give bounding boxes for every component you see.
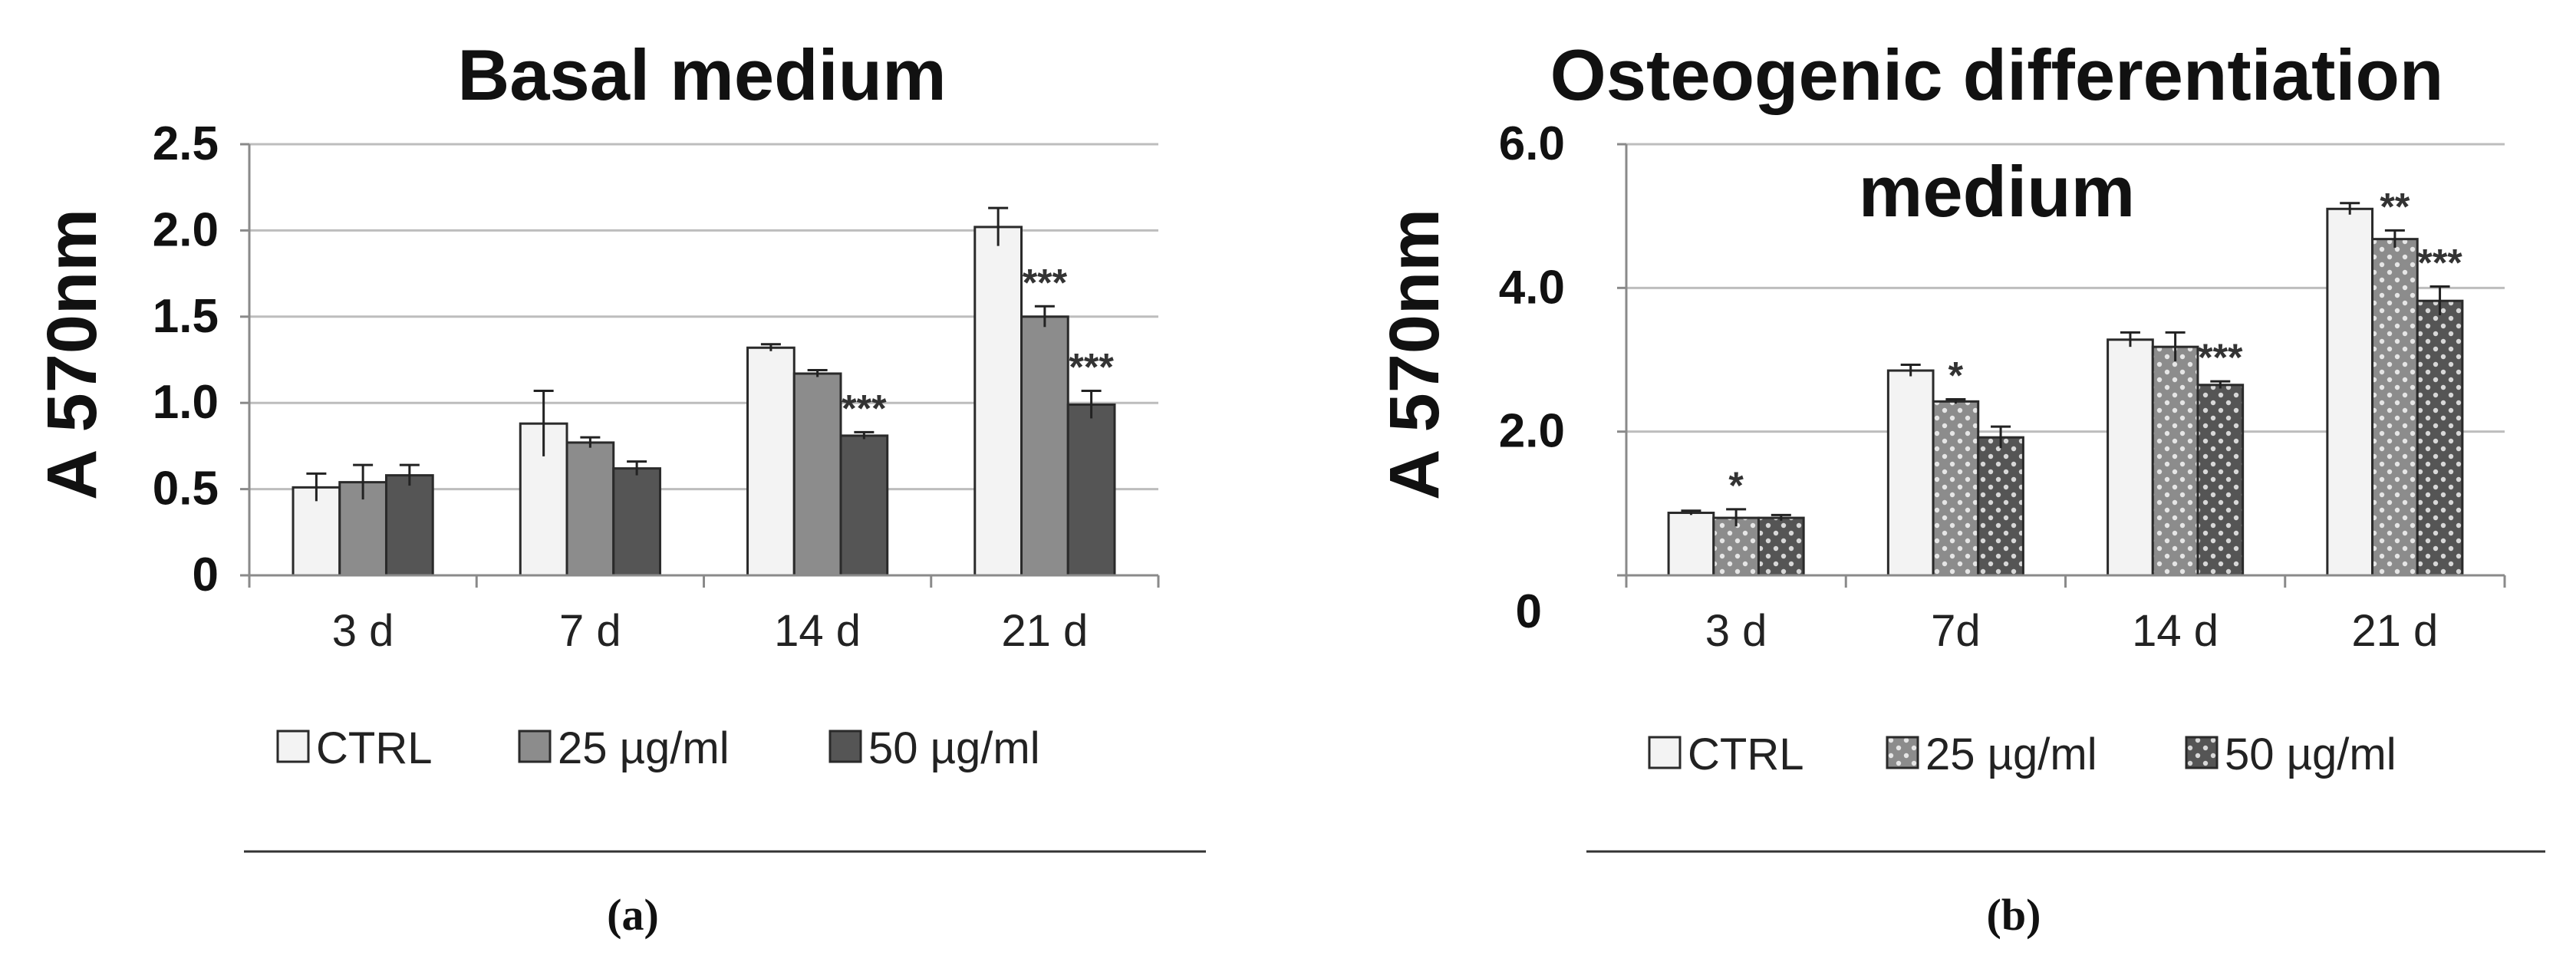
chart-b-x-tick-label: 3 d xyxy=(1705,606,1767,656)
chart-a-bar-2-2 xyxy=(565,441,615,577)
chart-a-y-tick-label: 1.5 xyxy=(153,290,219,343)
chart-a-y-tick-label: 1.0 xyxy=(153,376,219,429)
panel-a: Basal medium A 570nm 0 0.5 1.0 1.5 2.0 2.5 3 d… xyxy=(33,35,1206,940)
chart-a-legend-label-3: 50 µg/ml xyxy=(868,723,1040,773)
chart-a-title: Basal medium xyxy=(457,35,946,115)
chart-a-bar-2-4 xyxy=(1020,315,1069,577)
chart-a-bars xyxy=(292,206,1116,577)
chart-b-bar-3-2 xyxy=(1977,436,2024,577)
panel-b: Osteogenic differentiation medium A 570n… xyxy=(1375,35,2545,940)
chart-b-bar-2-2 xyxy=(1932,400,1980,577)
chart-b-bar-1-4 xyxy=(2326,207,2374,577)
chart-b-bar-2-3 xyxy=(2151,345,2199,577)
chart-a-legend-swatch-1 xyxy=(276,730,310,763)
chart-a-y-tick-label: 0 xyxy=(193,548,219,601)
chart-b-legend-label-2: 25 µg/ml xyxy=(1925,730,2097,779)
chart-b-bar-3-1 xyxy=(1757,516,1805,577)
chart-b-legend-swatch-1 xyxy=(1648,736,1682,769)
chart-b-x-tick-label: 14 d xyxy=(2132,606,2219,656)
chart-a-y-tick-label: 2.5 xyxy=(153,117,219,170)
chart-b-axes xyxy=(1617,143,2506,588)
chart-b-significance-label: ** xyxy=(2380,185,2410,228)
chart-b-x-tick-label: 21 d xyxy=(2351,606,2438,656)
chart-a-caption: (a) xyxy=(607,890,659,940)
chart-a-legend-swatch-3 xyxy=(828,730,862,763)
chart-a-legend-label-1: CTRL xyxy=(316,723,432,773)
chart-b-bar-1-1 xyxy=(1667,512,1715,577)
chart-a-bar-1-3 xyxy=(746,346,796,577)
chart-b-labels: 2.04.06.00 3 d 7d 14 d 21 d********** xyxy=(1499,117,2462,656)
chart-a-legend-label-2: 25 µg/ml xyxy=(558,723,730,773)
chart-a-bar-2-3 xyxy=(792,372,842,577)
chart-a-legend-swatch-2 xyxy=(518,730,552,763)
chart-a-axes xyxy=(240,143,1160,588)
chart-a-bar-3-2 xyxy=(612,467,661,577)
chart-a-bar-3-4 xyxy=(1066,403,1116,577)
chart-b-significance-label: * xyxy=(1728,464,1744,507)
chart-b-significance-label: *** xyxy=(2198,336,2243,379)
chart-b-y-tick-label: 6.0 xyxy=(1499,117,1565,170)
chart-b-caption: (b) xyxy=(1987,890,2041,940)
chart-b-legend-swatch-3 xyxy=(2185,736,2219,769)
chart-b-y-tick-label: 2.0 xyxy=(1499,405,1565,458)
chart-a-bar-1-4 xyxy=(973,226,1023,577)
chart-b-bar-3-4 xyxy=(2416,299,2464,577)
chart-a-significance-label: *** xyxy=(1069,345,1114,388)
chart-a-x-tick-label: 14 d xyxy=(774,606,861,656)
chart-a-y-tick-label: 2.0 xyxy=(153,203,219,256)
chart-b-significance-label: * xyxy=(1948,354,1964,397)
chart-b-y-axis-title: A 570nm xyxy=(1375,209,1454,500)
chart-a-bar-3-3 xyxy=(839,434,889,577)
chart-b-significance-label: *** xyxy=(2417,241,2462,284)
chart-b-bars xyxy=(1667,202,2464,577)
chart-b-title-line-2: medium xyxy=(1859,151,2135,232)
chart-a-y-axis-title: A 570nm xyxy=(33,209,111,500)
chart-b-bar-1-2 xyxy=(1886,369,1935,577)
chart-b-x-tick-label: 7d xyxy=(1931,606,1981,656)
chart-a-bar-3-1 xyxy=(384,474,434,577)
chart-a-significance-label: *** xyxy=(842,387,887,430)
chart-b-legend-label-1: CTRL xyxy=(1688,730,1804,779)
chart-b-legend-label-3: 50 µg/ml xyxy=(2225,730,2396,779)
chart-b-y-tick-label: 4.0 xyxy=(1499,261,1565,314)
chart-a-x-tick-label: 21 d xyxy=(1001,606,1088,656)
chart-a-legend: CTRL 25 µg/ml 50 µg/ml xyxy=(276,723,1040,773)
chart-b-bar-1-3 xyxy=(2107,338,2154,577)
chart-b-y-tick-label-zero: 0 xyxy=(1516,585,1542,638)
chart-a-y-tick-label: 0.5 xyxy=(153,463,219,515)
chart-b-bar-3-3 xyxy=(2196,384,2245,577)
chart-b-legend-swatch-2 xyxy=(1886,736,1919,769)
chart-b-bar-2-4 xyxy=(2371,238,2419,577)
chart-b-legend: CTRL 25 µg/ml 50 µg/ml xyxy=(1648,730,2396,779)
chart-a-x-tick-label: 7 d xyxy=(559,606,621,656)
chart-a-significance-label: *** xyxy=(1023,261,1068,304)
chart-a-x-tick-label: 3 d xyxy=(332,606,394,656)
chart-b-title-line-1: Osteogenic differentiation xyxy=(1550,35,2444,115)
